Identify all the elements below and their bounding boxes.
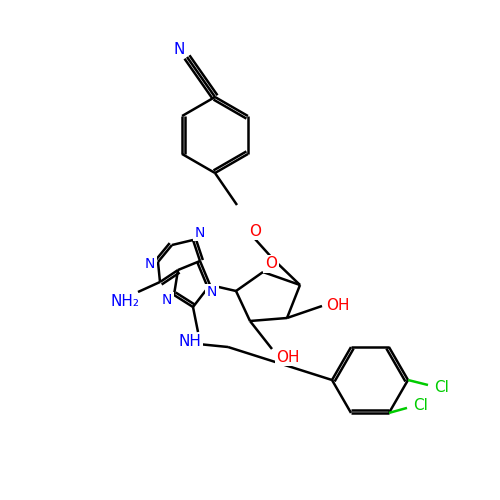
Text: NH₂: NH₂ (110, 294, 140, 310)
Text: OH: OH (326, 298, 350, 314)
Text: O: O (265, 256, 277, 272)
Text: O: O (249, 224, 261, 238)
Text: Cl: Cl (434, 380, 450, 394)
Text: OH: OH (276, 350, 300, 364)
Text: Cl: Cl (414, 398, 428, 413)
Text: N: N (162, 293, 172, 307)
Text: N: N (145, 257, 155, 271)
Text: N: N (195, 226, 205, 240)
Text: N: N (174, 42, 184, 56)
Text: N: N (207, 285, 217, 299)
Text: NH: NH (178, 334, 202, 349)
